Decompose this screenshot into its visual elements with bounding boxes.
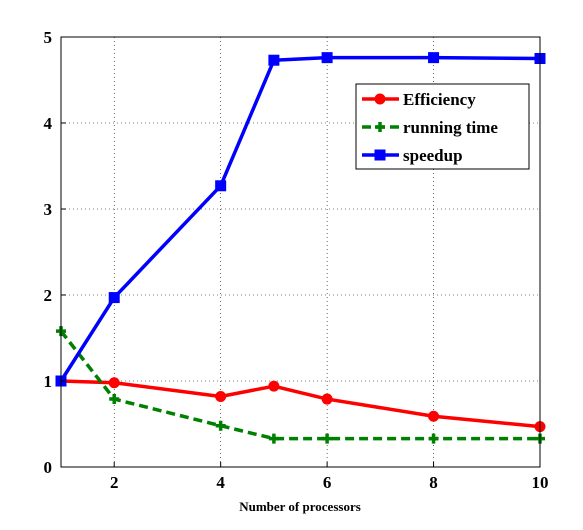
x-tick-label: 10 bbox=[532, 473, 549, 492]
legend-label-running-time: running time bbox=[403, 118, 498, 137]
data-point-running-time bbox=[268, 433, 279, 444]
y-tick-label: 3 bbox=[44, 200, 53, 219]
legend-entry-running-time: running time bbox=[362, 118, 498, 137]
plot-frame bbox=[60, 36, 541, 468]
data-point-speedup bbox=[428, 52, 440, 64]
data-point-speedup bbox=[321, 52, 333, 64]
legend-label-efficiency: Efficiency bbox=[403, 90, 476, 109]
data-point-speedup bbox=[215, 180, 227, 192]
legend-entries: Efficiency running time speedup bbox=[362, 90, 498, 165]
x-axis-title: Number of processors bbox=[239, 499, 361, 514]
legend-marker-running-time bbox=[375, 122, 385, 132]
x-tick-label: 6 bbox=[323, 473, 332, 492]
data-point-running-time bbox=[322, 433, 333, 444]
data-point-efficiency bbox=[428, 410, 440, 422]
x-tick-label: 8 bbox=[429, 473, 438, 492]
legend-marker-speedup bbox=[374, 149, 386, 161]
y-tick-label: 5 bbox=[44, 28, 53, 47]
data-point-speedup bbox=[108, 292, 120, 304]
y-tick-label: 1 bbox=[44, 372, 53, 391]
y-tick-label: 0 bbox=[44, 458, 53, 477]
y-tick-label: 2 bbox=[44, 286, 53, 305]
y-tick-label: 4 bbox=[44, 114, 53, 133]
x-tick-label: 4 bbox=[216, 473, 225, 492]
data-point-running-time bbox=[215, 420, 226, 431]
axis-ticks: 2 4 6 8 10 0 1 2 3 4 5 bbox=[44, 28, 549, 492]
legend-entry-speedup: speedup bbox=[362, 146, 463, 165]
data-point-running-time bbox=[428, 433, 439, 444]
data-point-efficiency bbox=[268, 380, 280, 392]
data-point-efficiency bbox=[108, 377, 120, 389]
legend-label-speedup: speedup bbox=[403, 146, 463, 165]
x-tick-label: 2 bbox=[110, 473, 119, 492]
data-point-running-time bbox=[109, 394, 120, 405]
legend-marker-efficiency bbox=[374, 93, 386, 105]
legend: Efficiency running time speedup bbox=[355, 83, 530, 170]
data-point-speedup bbox=[268, 54, 280, 66]
legend-entry-efficiency: Efficiency bbox=[362, 90, 476, 109]
data-point-efficiency bbox=[215, 390, 227, 402]
data-point-efficiency bbox=[321, 393, 333, 405]
